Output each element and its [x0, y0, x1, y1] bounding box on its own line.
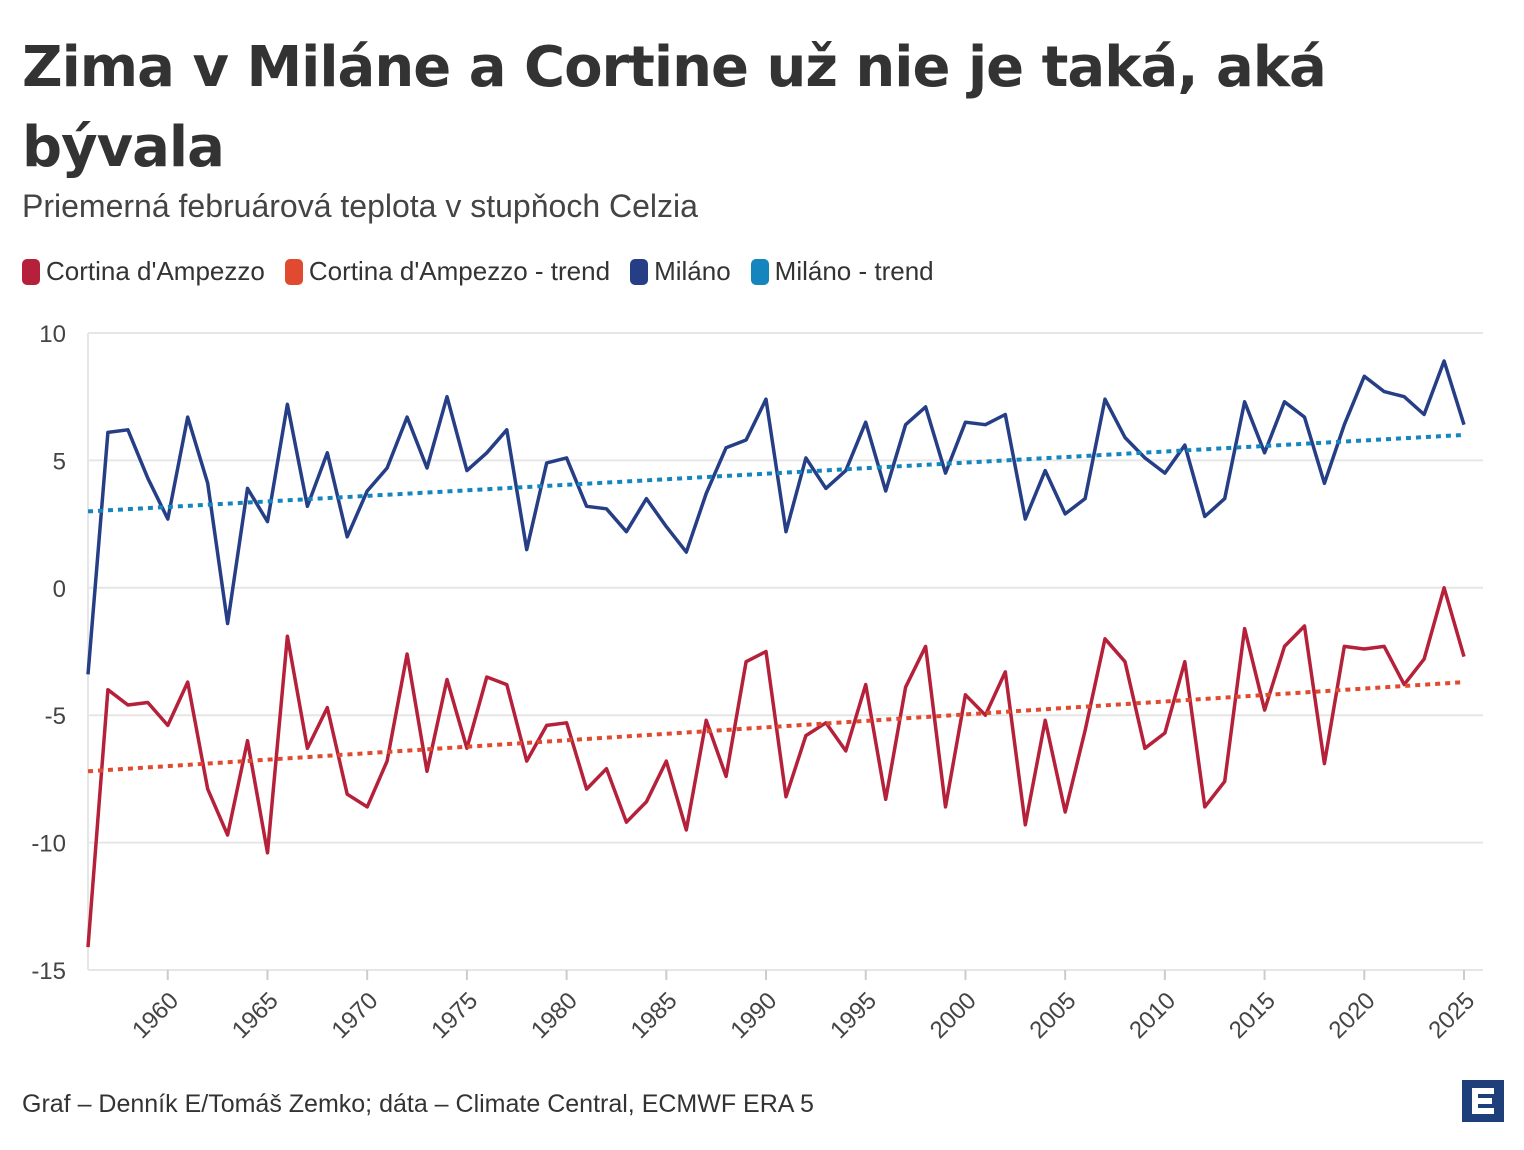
chart-title: Zima v Miláne a Cortine už nie je taká, …: [22, 35, 1327, 180]
x-tick-label: 2015: [1224, 987, 1281, 1044]
x-axis-ticks: 1960 1965 1970 1975 1980 1985 1990 1995 2000 2005…: [127, 970, 1480, 1044]
legend-swatch: [630, 258, 649, 285]
x-tick-label: 1985: [626, 987, 683, 1044]
denník-e-logo-icon[interactable]: [1462, 1080, 1504, 1122]
y-tick-label: -15: [31, 958, 66, 985]
x-tick-label: 1965: [227, 987, 284, 1044]
y-tick-label: -10: [31, 831, 66, 858]
y-tick-label: -5: [45, 703, 66, 730]
x-tick-label: 2010: [1124, 987, 1181, 1044]
y-axis-ticks: 10 5 0 -5 -10 -15: [31, 321, 66, 985]
x-tick-label: 1995: [825, 987, 882, 1044]
legend-label: Cortina d'Ampezzo: [46, 256, 265, 286]
legend-item[interactable]: Miláno: [630, 256, 731, 287]
x-tick-label: 2005: [1025, 987, 1082, 1044]
legend-label: Miláno: [654, 256, 731, 286]
y-tick-label: 10: [39, 321, 66, 348]
series-line: [86, 359, 1466, 675]
legend-label: Miláno - trend: [774, 256, 934, 286]
x-tick-label: 1980: [526, 987, 583, 1044]
x-tick-label: 1960: [127, 987, 184, 1044]
x-tick-label: 2000: [925, 987, 982, 1044]
legend-swatch: [750, 258, 769, 285]
legend-item[interactable]: Miláno - trend: [750, 256, 934, 287]
x-tick-label: 1970: [327, 987, 384, 1044]
x-tick-label: 1975: [426, 987, 483, 1044]
y-tick-label: 5: [53, 448, 66, 475]
legend-swatch: [22, 258, 40, 285]
series-lines: [86, 359, 1466, 948]
x-tick-label: 2020: [1324, 987, 1381, 1044]
series-line: [86, 586, 1466, 948]
chart-subtitle: Priemerná februárová teplota v stupňoch …: [22, 188, 698, 224]
legend: Cortina d'Ampezzo Cortina d'Ampezzo - tre…: [22, 256, 954, 287]
x-tick-label: 1990: [725, 987, 782, 1044]
source-note: Graf – Denník E/Tomáš Zemko; dáta – Clim…: [22, 1090, 814, 1118]
x-tick-label: 2025: [1423, 987, 1480, 1044]
legend-item[interactable]: Cortina d'Ampezzo: [22, 256, 265, 287]
legend-item[interactable]: Cortina d'Ampezzo - trend: [284, 256, 611, 287]
legend-swatch: [284, 258, 303, 285]
grid: [87, 332, 1483, 971]
legend-label: Cortina d'Ampezzo - trend: [308, 256, 611, 286]
y-tick-label: 0: [53, 576, 66, 603]
